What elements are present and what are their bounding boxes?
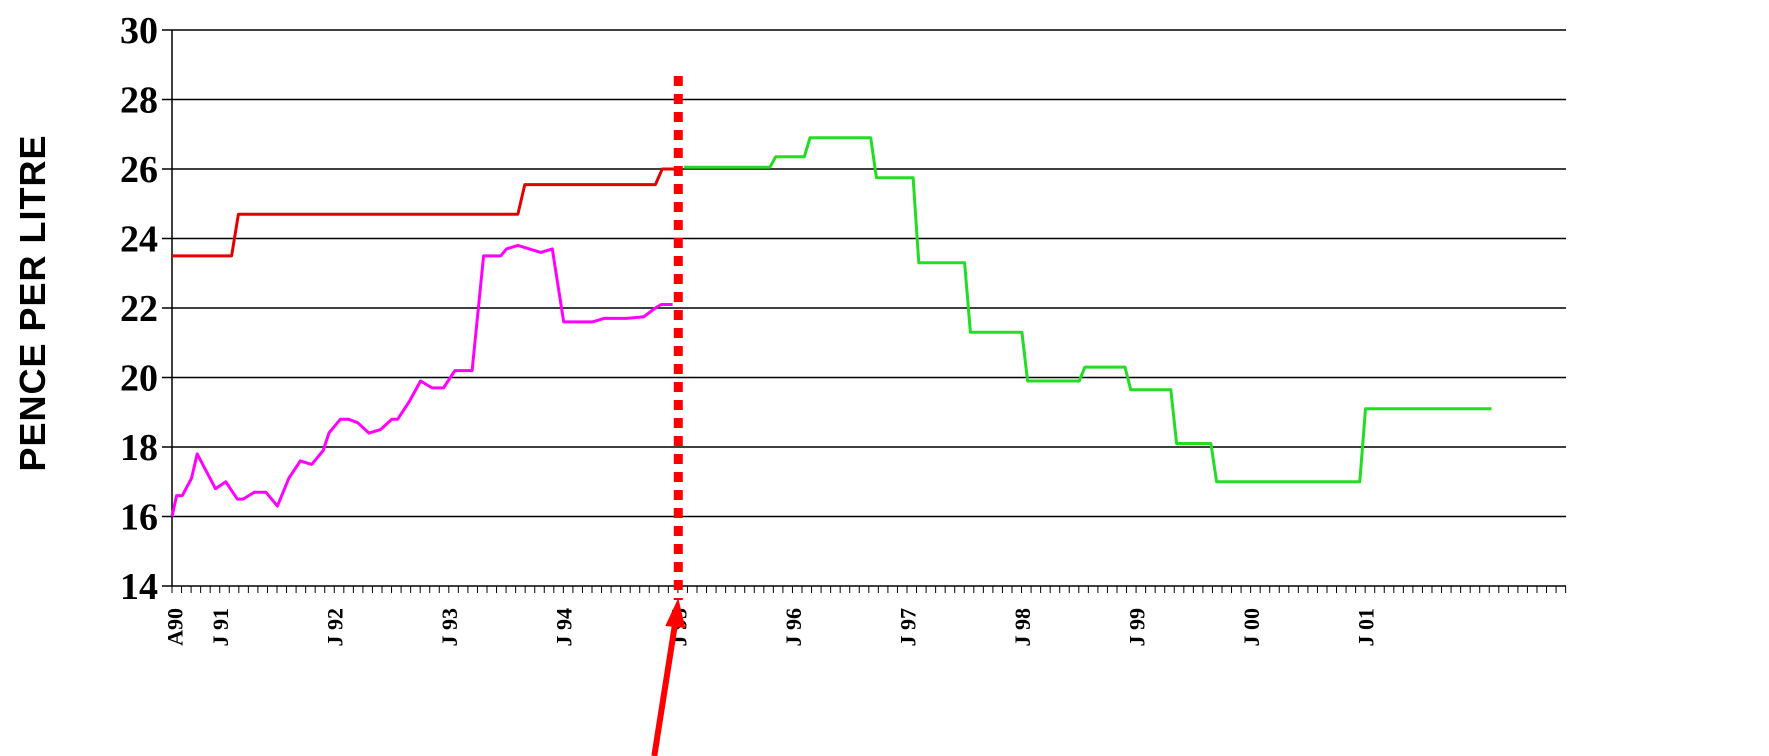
y-tick-label: 28 — [120, 80, 158, 122]
x-tick-label: A90 — [162, 608, 187, 646]
x-tick-label: J 96 — [781, 608, 806, 647]
arrow-shaft — [651, 615, 680, 756]
y-tick-label: 26 — [120, 149, 158, 191]
y-axis-ticks: 14 16 18 20 22 24 26 28 30 — [120, 10, 172, 608]
y-tick-label: 16 — [120, 497, 158, 539]
x-tick-label: J 98 — [1010, 608, 1035, 647]
series-line — [172, 167, 679, 258]
y-axis-label: PENCE PER LITRE — [12, 134, 53, 471]
x-tick-label: J 99 — [1124, 608, 1149, 647]
x-tick-label: J 97 — [895, 608, 920, 647]
gridlines — [172, 29, 1566, 518]
y-tick-label: 14 — [120, 566, 158, 608]
series-line — [684, 136, 1492, 484]
x-tick-label: J 92 — [323, 608, 348, 647]
series-line — [170, 243, 673, 517]
x-tick-label: J 00 — [1239, 608, 1264, 647]
y-tick-label: 24 — [120, 219, 158, 261]
y-tick-label: 30 — [120, 10, 158, 52]
y-tick-label: 18 — [120, 427, 158, 469]
x-tick-label: J 93 — [437, 608, 462, 647]
x-tick-label: J 01 — [1354, 608, 1379, 647]
x-tick-label: J 94 — [552, 608, 577, 647]
arrow-head — [665, 598, 686, 628]
y-tick-label: 22 — [120, 288, 158, 330]
x-tick-label: J 91 — [208, 608, 233, 647]
annotation-arrow — [651, 598, 686, 756]
y-tick-label: 20 — [120, 358, 158, 400]
series-lines — [170, 136, 1492, 517]
